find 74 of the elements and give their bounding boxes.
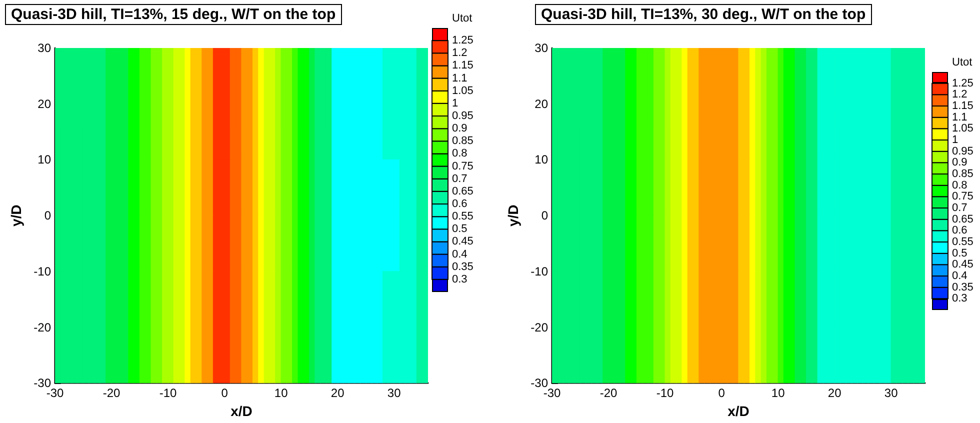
- color-bar-label: 0.85: [952, 168, 974, 180]
- color-bar-label: 0.3: [452, 273, 468, 286]
- color-bar-label: 0.35: [452, 260, 474, 273]
- y-tick-label: -10: [530, 264, 548, 278]
- color-bar-label: 0.6: [952, 224, 968, 237]
- color-bar-label: 0.8: [452, 148, 468, 160]
- color-bar-label: 1.25: [452, 34, 474, 47]
- color-bar-label: 0.55: [452, 210, 474, 223]
- color-bar-label: 0.65: [952, 213, 974, 226]
- color-bar-label: 1.05: [952, 122, 974, 135]
- y-tick-label: 20: [534, 96, 548, 111]
- color-bar-label: 1.2: [452, 47, 468, 60]
- color-bar-label: 0.55: [952, 236, 974, 248]
- color-bar-label: 0.4: [952, 270, 968, 282]
- color-bar-label: 0.4: [452, 248, 468, 260]
- color-bar-label: 1.05: [452, 84, 474, 97]
- y-tick-label: -20: [530, 320, 548, 334]
- x-tick-label: 0: [718, 386, 726, 400]
- x-tick-label: 20: [828, 386, 842, 400]
- color-bar-label: 0.45: [952, 258, 974, 271]
- y-tick-label: 10: [534, 152, 548, 167]
- color-bar-label: 0.5: [952, 247, 968, 260]
- color-bar-label: 0.7: [452, 172, 468, 185]
- color-bar-label: 0.75: [452, 160, 474, 172]
- color-bar-label: 0.3: [952, 292, 968, 305]
- y-tick-label: -30: [530, 376, 548, 390]
- x-tick-label: 30: [884, 386, 898, 400]
- color-bar-label: 0.95: [952, 145, 974, 158]
- color-bar-label: 1.25: [952, 77, 974, 90]
- x-tick-label: 20: [330, 386, 345, 400]
- x-tick-label: -10: [656, 386, 674, 400]
- y-tick-label: 0: [541, 208, 548, 223]
- color-bar-label: 0.75: [952, 190, 974, 203]
- color-bar-title: Utot: [952, 56, 972, 68]
- y-axis-title: y/D: [504, 204, 521, 226]
- x-tick-label: -20: [600, 386, 618, 400]
- color-bar-label: 0.65: [452, 185, 474, 198]
- color-bar-label: 0.9: [452, 122, 468, 135]
- chart-title: Quasi-3D hill, TI=13%, 15 deg., W/T on the top: [11, 6, 336, 23]
- color-bar-label: 0.85: [452, 135, 474, 148]
- color-bar-label: 0.9: [952, 156, 968, 169]
- color-bar-label: 0.95: [452, 110, 474, 122]
- color-bar-label: 0.6: [452, 198, 468, 210]
- y-tick-label: -30: [34, 376, 52, 390]
- y-tick-label: 30: [38, 41, 52, 55]
- x-tick-label: 10: [274, 386, 288, 400]
- x-tick-label: 30: [387, 386, 402, 400]
- color-bar-label: 0.8: [952, 179, 968, 192]
- color-bar-label: 1: [952, 134, 958, 146]
- color-bar-label: 1.1: [452, 72, 468, 84]
- chart-title: Quasi-3D hill, TI=13%, 30 deg., W/T on the top: [541, 6, 866, 23]
- y-tick-label: 20: [38, 96, 52, 111]
- x-tick-label: -10: [159, 386, 178, 400]
- color-bar-label: 0.7: [952, 202, 968, 214]
- color-bar-label: 1.15: [952, 100, 974, 112]
- color-bar-label: 0.45: [452, 236, 474, 248]
- y-tick-label: 0: [44, 208, 52, 223]
- y-tick-label: -20: [34, 320, 52, 334]
- y-tick-label: 10: [38, 152, 52, 167]
- x-tick-label: 0: [221, 386, 228, 400]
- y-tick-label: 30: [534, 41, 548, 55]
- color-bar-label: 1.1: [952, 111, 968, 124]
- color-bar-label: 0.5: [452, 223, 468, 236]
- color-bar-label: 1.2: [952, 88, 968, 101]
- x-axis-title: x/D: [230, 403, 252, 419]
- x-tick-label: 10: [771, 386, 786, 400]
- x-tick-label: -20: [102, 386, 121, 400]
- color-bar-label: 0.35: [952, 281, 974, 294]
- color-bar-label: 1: [452, 97, 458, 110]
- y-tick-label: -10: [34, 264, 52, 278]
- x-axis-title: x/D: [728, 403, 750, 419]
- color-bar-title: Utot: [452, 12, 472, 24]
- y-axis-title: y/D: [8, 204, 24, 226]
- color-bar-label: 1.15: [452, 60, 474, 72]
